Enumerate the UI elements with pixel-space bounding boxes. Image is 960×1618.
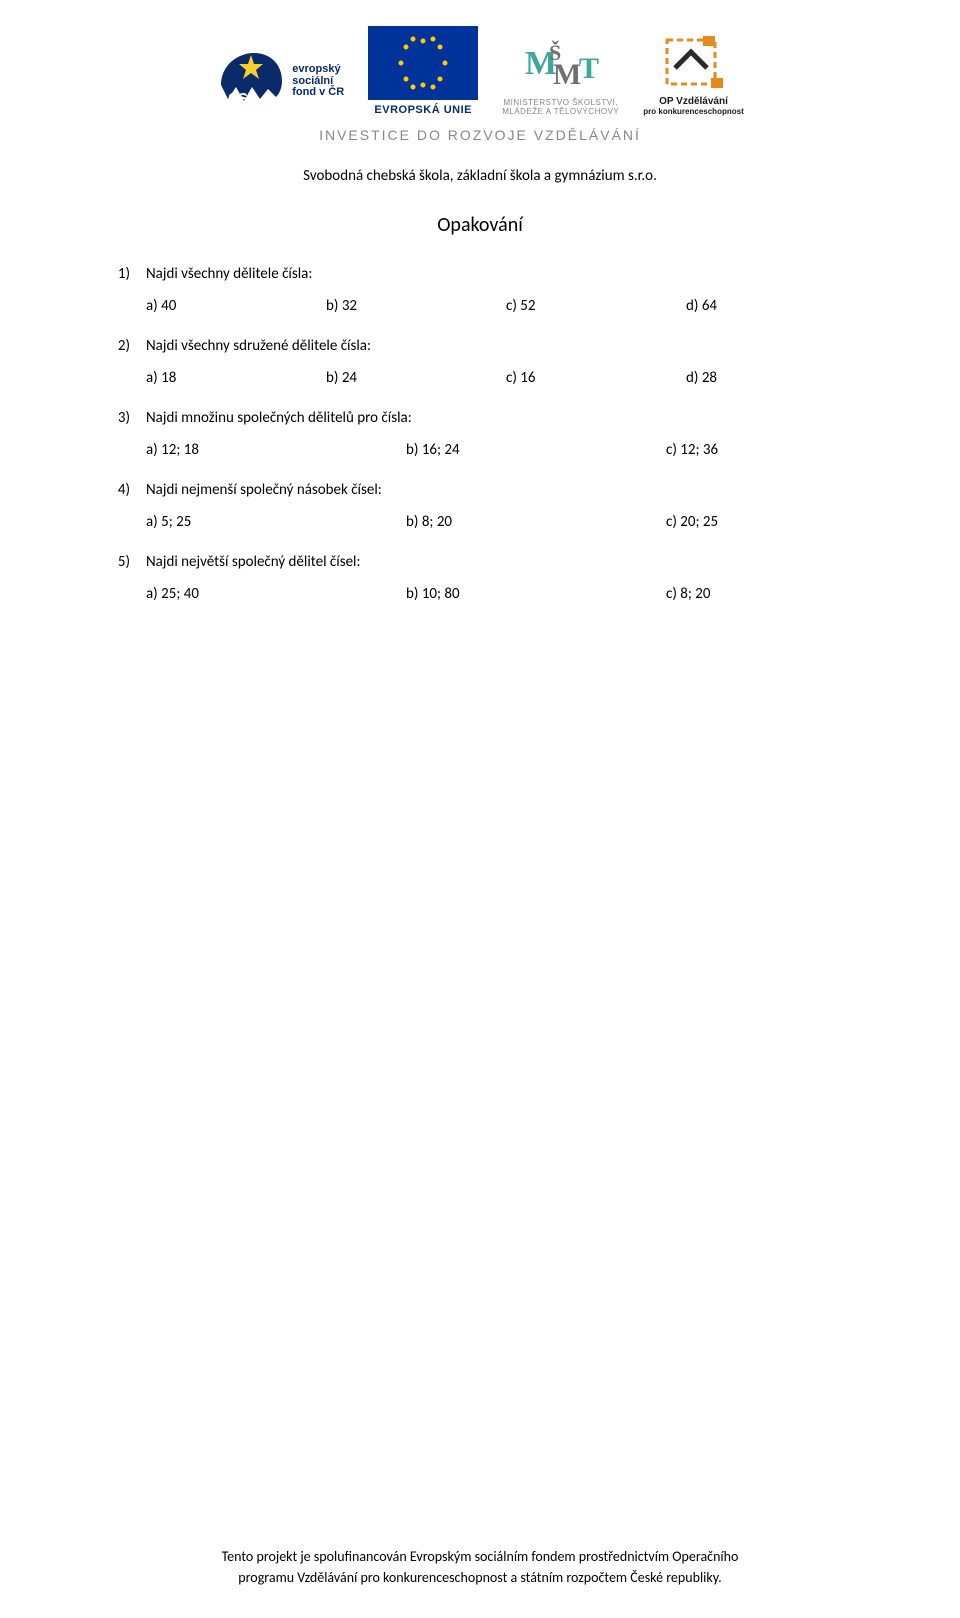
option: b) 8; 20 — [406, 513, 666, 531]
question-line: 5)Najdi největší společný dělitel čísel: — [100, 553, 860, 571]
option: c) 8; 20 — [666, 585, 711, 603]
option: a) 40 — [146, 297, 326, 315]
option: a) 25; 40 — [146, 585, 406, 603]
option: c) 20; 25 — [666, 513, 718, 531]
msmt-icon: M Š M T — [523, 34, 599, 96]
question-block: 4)Najdi nejmenší společný násobek čísel:… — [100, 481, 860, 531]
question-block: 2)Najdi všechny sdružené dělitele čísla:… — [100, 337, 860, 387]
esf-text: evropský sociální fond v ČR — [292, 64, 344, 99]
question-line: 2)Najdi všechny sdružené dělitele čísla: — [100, 337, 860, 355]
question-text: Najdi největší společný dělitel čísel: — [146, 553, 860, 571]
esf-logo: esf evropský sociální fond v ČR — [216, 47, 344, 117]
esf-text-line: fond v ČR — [292, 87, 344, 99]
school-line: Svobodná chebská škola, základní škola a… — [100, 167, 860, 185]
svg-text:esf: esf — [228, 87, 255, 107]
question-block: 1)Najdi všechny dělitele čísla: a) 40b) 3… — [100, 265, 860, 315]
option: b) 16; 24 — [406, 441, 666, 459]
option: a) 12; 18 — [146, 441, 406, 459]
option: c) 12; 36 — [666, 441, 718, 459]
option: d) 28 — [686, 369, 717, 387]
option: a) 5; 25 — [146, 513, 406, 531]
options-row: a) 12; 18b) 16; 24c) 12; 36 — [100, 441, 860, 459]
msmt-caption-line: MINISTERSTVO ŠKOLSTVÍ, — [503, 98, 618, 107]
options-row: a) 18b) 24c) 16d) 28 — [100, 369, 860, 387]
eu-label: EVROPSKÁ UNIE — [374, 104, 472, 117]
footer-line: Tento projekt je spolufinancován Evropsk… — [222, 1548, 739, 1565]
question-block: 3)Najdi množinu společných dělitelů pro … — [100, 409, 860, 459]
msmt-caption-line: MLÁDEŽE A TĚLOVÝCHOVY — [502, 107, 619, 116]
question-text: Najdi množinu společných dělitelů pro čí… — [146, 409, 860, 427]
question-number: 2) — [100, 337, 146, 355]
question-line: 3)Najdi množinu společných dělitelů pro … — [100, 409, 860, 427]
question-number: 4) — [100, 481, 146, 499]
eu-flag-icon — [368, 26, 478, 100]
question-text: Najdi všechny dělitele čísla: — [146, 265, 860, 283]
msmt-logo: M Š M T MINISTERSTVO ŠKOLSTVÍ, MLÁDEŽE A… — [502, 34, 619, 116]
questions-list: 1)Najdi všechny dělitele čísla: a) 40b) 3… — [100, 265, 860, 603]
eu-logo: EVROPSKÁ UNIE — [368, 26, 478, 117]
footer-note: Tento projekt je spolufinancován Evropsk… — [0, 1547, 960, 1588]
eu-stars-icon — [368, 26, 478, 100]
option: b) 10; 80 — [406, 585, 666, 603]
svg-text:T: T — [579, 52, 599, 85]
header-logo-strip: esf evropský sociální fond v ČR — [100, 26, 860, 117]
option: b) 24 — [326, 369, 506, 387]
question-text: Najdi nejmenší společný násobek čísel: — [146, 481, 860, 499]
msmt-caption: MINISTERSTVO ŠKOLSTVÍ, MLÁDEŽE A TĚLOVÝC… — [502, 98, 619, 116]
op-logo: OP Vzdělávání pro konkurenceschopnost — [643, 34, 743, 117]
svg-text:M: M — [553, 58, 581, 91]
question-line: 4)Najdi nejmenší společný násobek čísel: — [100, 481, 860, 499]
options-row: a) 40b) 32c) 52d) 64 — [100, 297, 860, 315]
op-icon — [661, 34, 727, 94]
option: b) 32 — [326, 297, 506, 315]
question-text: Najdi všechny sdružené dělitele čísla: — [146, 337, 860, 355]
footer-line: programu Vzdělávání pro konkurenceschopn… — [238, 1569, 721, 1586]
option: a) 18 — [146, 369, 326, 387]
question-number: 3) — [100, 409, 146, 427]
question-line: 1)Najdi všechny dělitele čísla: — [100, 265, 860, 283]
document-title: Opakování — [100, 213, 860, 237]
option: c) 16 — [506, 369, 686, 387]
question-number: 5) — [100, 553, 146, 571]
options-row: a) 5; 25b) 8; 20c) 20; 25 — [100, 513, 860, 531]
esf-logo-inner: esf evropský sociální fond v ČR — [216, 47, 344, 117]
question-block: 5)Najdi největší společný dělitel čísel:… — [100, 553, 860, 603]
op-caption-bot: pro konkurenceschopnost — [643, 107, 743, 116]
option: d) 64 — [686, 297, 717, 315]
option: c) 52 — [506, 297, 686, 315]
esf-icon: esf — [216, 47, 286, 117]
options-row: a) 25; 40b) 10; 80c) 8; 20 — [100, 585, 860, 603]
question-number: 1) — [100, 265, 146, 283]
op-caption-top: OP Vzdělávání — [659, 96, 728, 108]
page: esf evropský sociální fond v ČR — [0, 0, 960, 1618]
invest-line: INVESTICE DO ROZVOJE VZDĚLÁVÁNÍ — [100, 127, 860, 143]
